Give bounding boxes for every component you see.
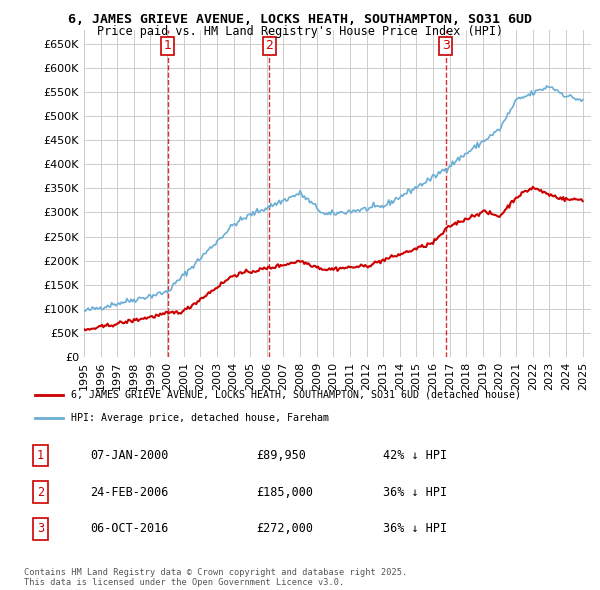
Text: 3: 3 — [37, 522, 44, 535]
Text: 3: 3 — [442, 40, 450, 53]
Text: HPI: Average price, detached house, Fareham: HPI: Average price, detached house, Fare… — [71, 413, 329, 423]
Text: 1: 1 — [164, 40, 172, 53]
Text: 36% ↓ HPI: 36% ↓ HPI — [383, 522, 447, 535]
Text: 07-JAN-2000: 07-JAN-2000 — [90, 449, 169, 462]
Text: 2: 2 — [37, 486, 44, 499]
Text: 06-OCT-2016: 06-OCT-2016 — [90, 522, 169, 535]
Text: £185,000: £185,000 — [256, 486, 313, 499]
Text: Price paid vs. HM Land Registry's House Price Index (HPI): Price paid vs. HM Land Registry's House … — [97, 25, 503, 38]
Text: 36% ↓ HPI: 36% ↓ HPI — [383, 486, 447, 499]
Text: £89,950: £89,950 — [256, 449, 306, 462]
Text: 2: 2 — [265, 40, 273, 53]
Text: Contains HM Land Registry data © Crown copyright and database right 2025.
This d: Contains HM Land Registry data © Crown c… — [24, 568, 407, 587]
Text: 6, JAMES GRIEVE AVENUE, LOCKS HEATH, SOUTHAMPTON, SO31 6UD: 6, JAMES GRIEVE AVENUE, LOCKS HEATH, SOU… — [68, 13, 532, 26]
Text: 1: 1 — [37, 449, 44, 462]
Text: 42% ↓ HPI: 42% ↓ HPI — [383, 449, 447, 462]
Text: 24-FEB-2006: 24-FEB-2006 — [90, 486, 169, 499]
Text: 6, JAMES GRIEVE AVENUE, LOCKS HEATH, SOUTHAMPTON, SO31 6UD (detached house): 6, JAMES GRIEVE AVENUE, LOCKS HEATH, SOU… — [71, 389, 521, 399]
Text: £272,000: £272,000 — [256, 522, 313, 535]
